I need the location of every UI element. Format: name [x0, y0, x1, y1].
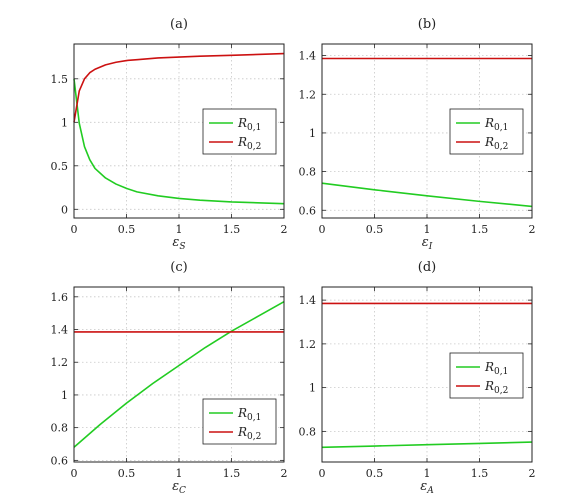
series-line-0-2	[73, 52, 285, 123]
y-tick-label: 0	[61, 203, 68, 216]
x-tick-label: 1.5	[471, 467, 489, 480]
y-tick-label: 0.6	[299, 204, 317, 217]
x-tick-label: 2	[529, 467, 536, 480]
legend: R0,1 R0,2	[202, 398, 277, 445]
y-tick-label: 1	[61, 116, 68, 129]
chart-panel-2: 0 0.5 1 1.5 2 0.6 0.8 1 1.2 1.4 (b) εI R0,1 R0,2	[299, 17, 536, 252]
y-tick-label: 0.8	[299, 425, 317, 438]
x-tick-label: 0.5	[118, 223, 136, 236]
y-tick-label: 1	[309, 127, 316, 140]
x-tick-label: 1.5	[223, 467, 241, 480]
legend: R0,1 R0,2	[449, 108, 524, 155]
chart-panel-4: 0 0.5 1 1.5 2 0.8 1 1.2 1.4 (d) εA R0,1 R0,2	[299, 260, 536, 496]
x-axis-label: εS	[172, 235, 185, 252]
x-tick-label: 1.5	[471, 223, 489, 236]
y-tick-label: 1	[61, 389, 68, 402]
series-line-0-1	[73, 301, 285, 448]
y-tick-label: 1.2	[299, 338, 317, 351]
series-line-0-1	[321, 441, 533, 449]
series-line-0-1	[73, 78, 285, 205]
series-line-0-1	[321, 182, 533, 208]
x-tick-label: 0.5	[366, 467, 384, 480]
x-axis-label: εA	[420, 479, 434, 496]
x-tick-label: 0	[319, 467, 326, 480]
x-tick-label: 0	[319, 223, 326, 236]
x-axis-label: εC	[172, 479, 186, 496]
legend-entry: R0,1	[484, 360, 508, 377]
panel-title: (a)	[170, 17, 188, 32]
x-tick-label: 2	[281, 467, 288, 480]
legend-entry: R0,1	[484, 116, 508, 133]
x-axis-label: εI	[422, 235, 433, 252]
x-tick-label: 1	[424, 467, 431, 480]
y-tick-label: 1.5	[51, 73, 69, 86]
y-tick-label: 1.4	[51, 324, 69, 337]
x-tick-label: 1.5	[223, 223, 241, 236]
x-tick-label: 0	[71, 223, 78, 236]
y-tick-label: 0.8	[51, 422, 69, 435]
y-tick-label: 1.4	[299, 50, 317, 63]
legend-box	[202, 108, 277, 155]
x-tick-label: 0	[71, 467, 78, 480]
legend-box	[449, 108, 524, 155]
panel-title: (d)	[418, 260, 436, 275]
y-tick-label: 1.6	[51, 291, 69, 304]
legend-box	[449, 352, 524, 399]
legend-entry: R0,2	[237, 425, 261, 442]
x-tick-label: 0.5	[118, 467, 136, 480]
y-tick-label: 1.2	[299, 88, 317, 101]
x-tick-label: 2	[281, 223, 288, 236]
legend-entry: R0,1	[237, 116, 261, 133]
y-tick-label: 0.8	[299, 166, 317, 179]
legend-box	[202, 398, 277, 445]
legend-entry: R0,2	[484, 135, 508, 152]
x-tick-label: 2	[529, 223, 536, 236]
chart-panel-1: 0 0.5 1 1.5 2 0 0.5 1 1.5 (a) εS R0,1 R0,2	[51, 17, 288, 252]
legend-entry: R0,1	[237, 406, 261, 423]
x-tick-label: 0.5	[366, 223, 384, 236]
legend-entry: R0,2	[484, 379, 508, 396]
x-tick-label: 1	[176, 223, 183, 236]
legend: R0,1 R0,2	[202, 108, 277, 155]
y-tick-label: 1.2	[51, 356, 69, 369]
legend: R0,1 R0,2	[449, 352, 524, 399]
panel-title: (b)	[418, 17, 436, 32]
x-tick-label: 1	[176, 467, 183, 480]
y-tick-label: 0.6	[51, 454, 69, 467]
legend-entry: R0,2	[237, 135, 261, 152]
y-tick-label: 0.5	[51, 160, 69, 173]
panel-title: (c)	[170, 260, 187, 275]
chart-panel-3: 0 0.5 1 1.5 2 0.6 0.8 1 1.2 1.4 1.6 (c) εC R0,1 R0,2	[51, 260, 288, 496]
y-tick-label: 1.4	[299, 294, 317, 307]
x-tick-label: 1	[424, 223, 431, 236]
y-tick-label: 1	[309, 382, 316, 395]
